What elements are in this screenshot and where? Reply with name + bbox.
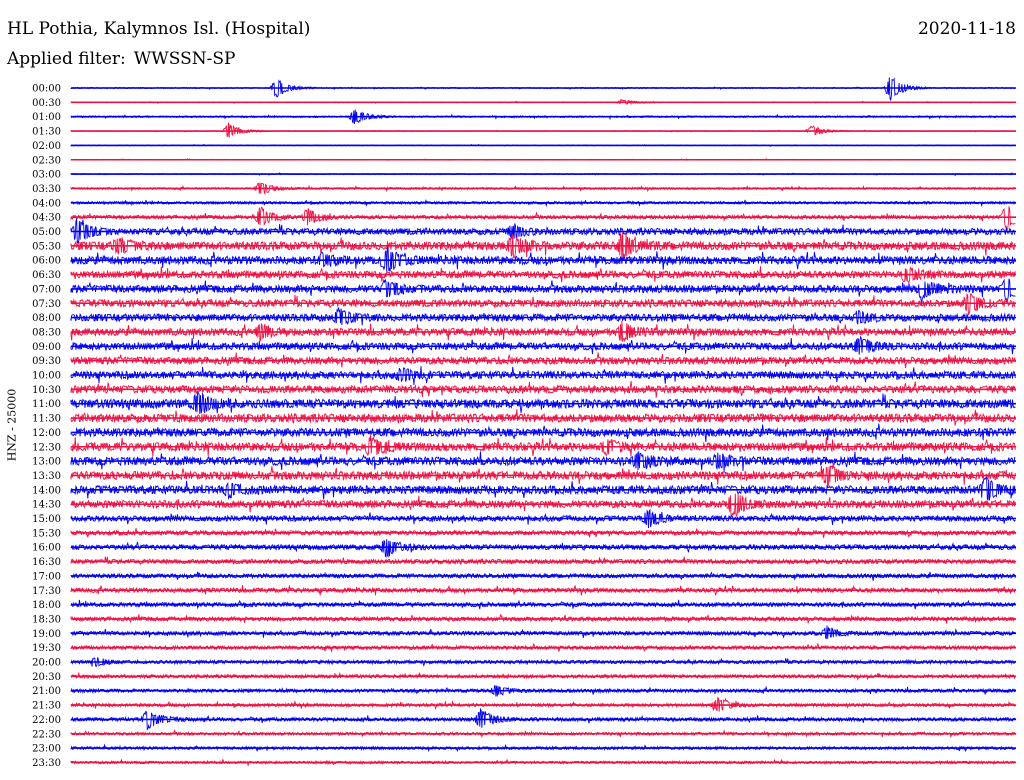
row-label: 21:30 xyxy=(32,701,61,712)
row-label: 18:30 xyxy=(32,614,61,625)
row-label: 11:30 xyxy=(32,414,61,425)
row-label: 22:00 xyxy=(32,715,61,726)
filter-line: Applied filter: WWSSN-SP xyxy=(7,49,235,69)
row-label: 20:30 xyxy=(32,672,61,683)
row-label: 16:30 xyxy=(32,557,61,568)
trace-line xyxy=(70,307,1016,326)
row-label: 02:30 xyxy=(32,155,61,166)
row-label: 17:30 xyxy=(32,586,61,597)
row-label: 14:00 xyxy=(32,485,61,496)
row-label: 07:00 xyxy=(32,284,61,295)
row-label: 10:00 xyxy=(32,371,61,382)
row-label: 03:00 xyxy=(32,170,61,181)
row-label: 08:30 xyxy=(32,327,61,338)
row-label: 06:00 xyxy=(32,256,61,267)
trace-line xyxy=(70,366,1016,386)
trace-line xyxy=(70,246,1016,272)
row-label: 17:00 xyxy=(32,571,61,582)
row-label: 09:30 xyxy=(32,356,61,367)
trace-line xyxy=(70,293,1016,316)
row-label: 09:00 xyxy=(32,342,61,353)
trace-line xyxy=(70,335,1016,355)
row-label: 08:00 xyxy=(32,313,61,324)
row-label: 21:00 xyxy=(32,686,61,697)
row-label: 15:30 xyxy=(32,528,61,539)
row-label: 11:00 xyxy=(32,399,61,410)
row-label: 22:30 xyxy=(32,729,61,740)
trace-line xyxy=(70,266,1016,284)
trace-line xyxy=(70,408,1016,426)
row-label: 01:30 xyxy=(32,127,61,138)
trace-line xyxy=(70,391,1016,415)
row-label: 02:00 xyxy=(32,141,61,152)
trace-line xyxy=(70,462,1016,488)
trace-line xyxy=(70,493,1016,518)
row-label: 05:00 xyxy=(32,227,61,238)
trace-lines xyxy=(70,77,1016,767)
trace-line xyxy=(70,476,1016,501)
trace-line xyxy=(70,707,1016,731)
trace-line xyxy=(70,434,1016,457)
row-label: 06:30 xyxy=(32,270,61,281)
trace-line xyxy=(70,625,1016,640)
trace-line xyxy=(70,206,1016,231)
row-label: 12:30 xyxy=(32,442,61,453)
row-time-labels: 00:00 00:30 01:00 01:30 02:00 02:30 03:00 03:30… xyxy=(32,84,61,769)
row-label: 01:00 xyxy=(32,112,61,123)
trace-line xyxy=(70,508,1016,529)
row-label: 13:00 xyxy=(32,457,61,468)
row-label: 13:30 xyxy=(32,471,61,482)
row-label: 19:30 xyxy=(32,643,61,654)
row-label: 14:30 xyxy=(32,500,61,511)
trace-line xyxy=(70,380,1016,398)
row-label: 23:00 xyxy=(32,744,61,755)
trace-line xyxy=(70,320,1016,343)
trace-line xyxy=(70,671,1016,681)
row-label: 23:30 xyxy=(32,758,61,769)
trace-line xyxy=(70,352,1016,369)
row-label: 04:30 xyxy=(32,213,61,224)
trace-line xyxy=(70,539,1016,559)
trace-line xyxy=(70,122,1016,138)
date-label: 2020-11-18 xyxy=(917,19,1016,39)
trace-line xyxy=(70,278,1016,306)
trace-line xyxy=(70,599,1016,610)
row-label: 18:00 xyxy=(32,600,61,611)
trace-line xyxy=(70,218,1016,244)
filter-value: WWSSN-SP xyxy=(133,49,236,69)
row-label: 07:30 xyxy=(32,299,61,310)
trace-line xyxy=(70,556,1016,566)
trace-line xyxy=(70,584,1016,596)
row-label: 00:30 xyxy=(32,98,61,109)
trace-line xyxy=(70,423,1016,443)
row-label: 19:00 xyxy=(32,629,61,640)
row-label: 03:30 xyxy=(32,184,61,195)
trace-line xyxy=(70,451,1016,473)
trace-line xyxy=(70,685,1016,697)
trace-line xyxy=(70,614,1016,624)
filter-label: Applied filter: xyxy=(7,49,126,69)
row-label: 10:30 xyxy=(32,385,61,396)
row-label: 20:00 xyxy=(32,658,61,669)
row-label: 00:00 xyxy=(32,84,61,95)
row-label: 12:00 xyxy=(32,428,61,439)
row-label: 04:00 xyxy=(32,198,61,209)
row-label: 05:30 xyxy=(32,241,61,252)
trace-line xyxy=(70,232,1016,260)
station-title: HL Pothia, Kalymnos Isl. (Hospital) xyxy=(7,19,311,39)
row-label: 16:00 xyxy=(32,543,61,554)
row-label: 15:00 xyxy=(32,514,61,525)
